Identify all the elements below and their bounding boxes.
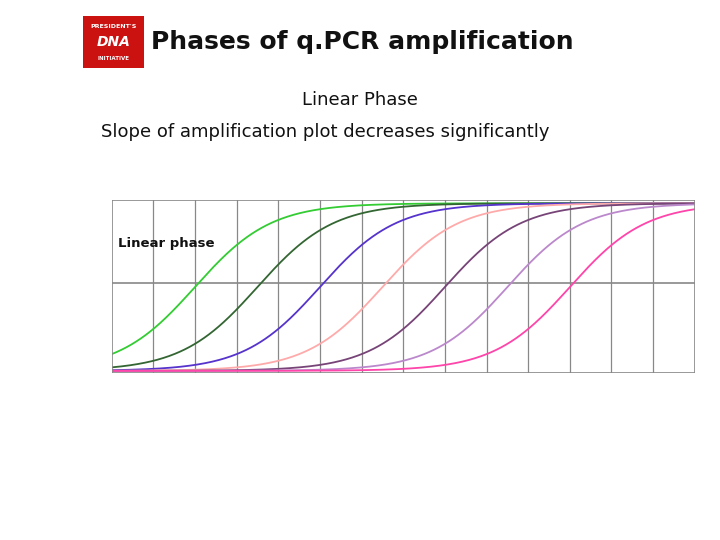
- FancyBboxPatch shape: [83, 16, 144, 68]
- Text: DNA: DNA: [96, 35, 130, 49]
- Text: Linear phase: Linear phase: [118, 237, 215, 249]
- Text: INITIATIVE: INITIATIVE: [97, 56, 130, 61]
- Text: Slope of amplification plot decreases significantly: Slope of amplification plot decreases si…: [101, 123, 549, 141]
- Text: PRESIDENT'S: PRESIDENT'S: [90, 24, 137, 29]
- Text: Phases of q.PCR amplification: Phases of q.PCR amplification: [151, 30, 574, 54]
- Text: Linear Phase: Linear Phase: [302, 91, 418, 109]
